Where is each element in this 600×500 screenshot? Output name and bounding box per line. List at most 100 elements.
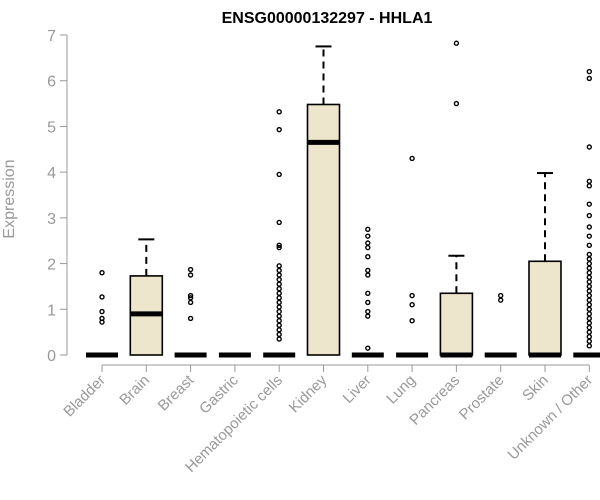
category-label: Skin	[519, 372, 552, 405]
category-label: Kidney	[286, 371, 331, 416]
outlier-point	[365, 267, 371, 274]
outlier-point	[276, 281, 282, 287]
outlier-point	[365, 313, 371, 319]
outlier-point	[498, 292, 504, 299]
outlier-point	[365, 244, 371, 251]
outlier-point	[586, 338, 592, 344]
boxes-layer	[86, 40, 600, 358]
outlier-point	[586, 178, 592, 184]
outlier-point	[586, 302, 592, 308]
outlier-point	[276, 299, 282, 306]
outlier-point	[586, 212, 592, 219]
outlier-point	[586, 288, 592, 294]
outlier-point	[409, 302, 415, 308]
outlier-point	[586, 251, 592, 258]
outlier-point	[187, 295, 194, 301]
outlier-point	[276, 336, 282, 342]
outlier-point	[276, 304, 282, 310]
y-tick-label: 6	[47, 74, 56, 91]
outlier-point	[498, 297, 504, 303]
outlier-point	[187, 292, 194, 299]
outlier-point	[409, 318, 415, 324]
outlier-point	[586, 279, 592, 285]
outlier-point	[276, 242, 282, 248]
box-hematopoietic-cells	[263, 109, 296, 358]
outlier-point	[276, 263, 282, 269]
category-label: Prostate	[456, 372, 508, 424]
outlier-point	[586, 256, 592, 262]
y-tick-label: 7	[47, 28, 56, 45]
outlier-point	[586, 334, 592, 340]
outlier-point	[586, 292, 592, 299]
outlier-point	[586, 265, 592, 271]
outlier-point	[276, 244, 282, 251]
outlier-point	[586, 260, 592, 267]
outlier-point	[99, 315, 105, 322]
outlier-point	[586, 233, 592, 239]
outlier-point	[453, 100, 460, 107]
outlier-point	[276, 267, 282, 274]
outlier-point	[586, 315, 592, 322]
outlier-point	[99, 294, 105, 300]
outlier-point	[365, 233, 371, 239]
outlier-point	[586, 297, 592, 303]
box-kidney	[306, 45, 341, 356]
outlier-point	[187, 299, 194, 306]
outlier-point	[365, 272, 371, 278]
outlier-point	[365, 254, 371, 260]
category-label: Breast	[155, 371, 198, 414]
outlier-point	[276, 109, 282, 115]
box-unknown-other	[573, 68, 600, 358]
box-prostate	[484, 292, 517, 358]
box-iqr	[306, 103, 341, 356]
chart-title: ENSG00000132297 - HHLA1	[222, 10, 433, 27]
y-tick-label: 3	[47, 211, 56, 228]
outlier-point	[365, 290, 371, 296]
outlier-point	[276, 331, 282, 338]
outlier-point	[586, 183, 592, 189]
outlier-point	[187, 266, 194, 273]
outlier-point	[586, 242, 592, 248]
box-breast	[174, 266, 207, 358]
box-pancreas	[439, 40, 474, 358]
x-axis	[101, 364, 590, 372]
outlier-point	[586, 144, 592, 150]
outlier-point	[586, 75, 592, 82]
outlier-point	[276, 308, 282, 315]
outlier-point	[586, 311, 592, 317]
outlier-point	[276, 219, 282, 226]
outlier-point	[276, 126, 282, 133]
outlier-point	[586, 320, 592, 326]
outlier-point	[365, 299, 371, 306]
outlier-point	[276, 286, 282, 292]
box-iqr	[439, 292, 474, 356]
outlier-point	[365, 240, 371, 246]
box-skin	[528, 172, 562, 358]
outlier-point	[586, 283, 592, 290]
y-tick-label: 4	[47, 165, 56, 182]
y-tick-label: 5	[47, 119, 56, 136]
outlier-point	[586, 270, 592, 276]
y-tick-label: 1	[47, 302, 56, 319]
box-lung	[396, 155, 429, 358]
outlier-point	[276, 313, 282, 319]
outlier-point	[586, 68, 592, 75]
outlier-point	[365, 345, 371, 351]
outlier-point	[187, 315, 194, 322]
outlier-point	[586, 201, 592, 207]
outlier-point	[586, 224, 592, 230]
category-label: Brain	[116, 372, 153, 409]
outlier-point	[276, 272, 282, 278]
y-axis: 0 1 2 3 4 5 6 7	[47, 28, 68, 365]
outlier-point	[586, 343, 592, 349]
outlier-point	[586, 324, 592, 331]
outlier-point	[453, 40, 460, 46]
y-tick-label: 0	[47, 348, 56, 365]
box-liver	[351, 226, 384, 358]
outlier-point	[365, 226, 371, 232]
category-label: Liver	[340, 372, 375, 407]
box-iqr	[528, 260, 562, 356]
outlier-point	[276, 295, 282, 301]
